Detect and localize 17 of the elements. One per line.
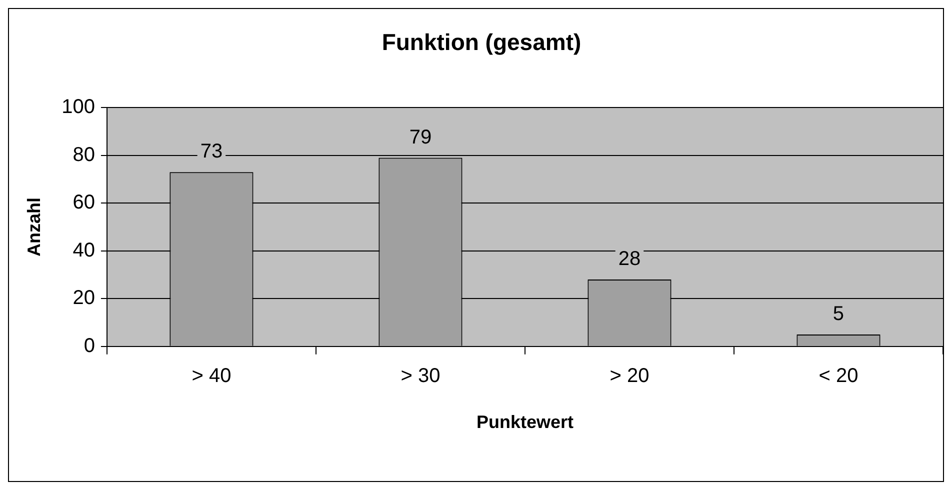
data-label: 28	[618, 248, 641, 270]
y-tick-label: 80	[72, 144, 95, 166]
y-axis-title: Anzahl	[24, 197, 44, 257]
x-axis-title: Punktewert	[476, 412, 574, 432]
chart-title: Funktion (gesamt)	[382, 29, 582, 56]
x-tick-label: > 20	[610, 364, 650, 387]
x-tick-label: > 30	[400, 364, 440, 387]
y-tick-label: 60	[72, 192, 95, 214]
data-label: 79	[409, 126, 432, 148]
y-tick-label: 100	[62, 96, 95, 118]
y-tick-label: 40	[72, 239, 95, 262]
y-tick-label: 20	[72, 287, 95, 310]
data-label: 73	[200, 140, 223, 163]
x-tick-label: > 40	[192, 364, 232, 387]
y-tick-label: 0	[84, 334, 95, 357]
x-tick-label: < 20	[818, 364, 858, 387]
data-label: 5	[832, 302, 844, 325]
